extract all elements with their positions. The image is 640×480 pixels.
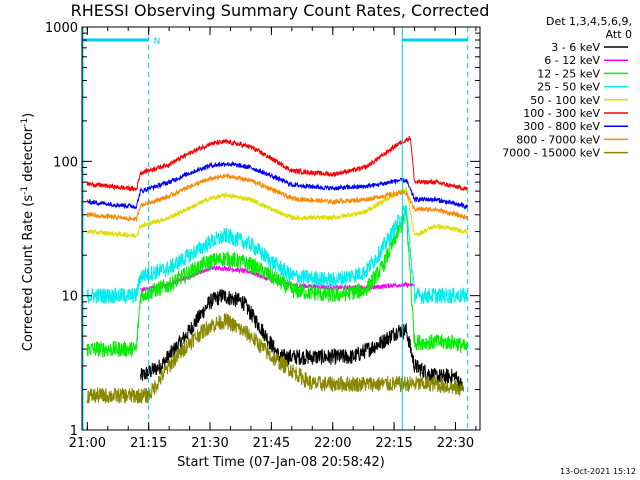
y-tick-label-2: 100 xyxy=(53,155,78,170)
chart-title: RHESSI Observing Summary Count Rates, Co… xyxy=(71,1,490,20)
x-tick-label-2: 21:30 xyxy=(191,436,228,451)
x-axis-label: Start Time (07-Jan-08 20:58:42) xyxy=(177,455,385,470)
plot-area: N 21:00 21:15 21:30 21:45 22:00 22:15 22:30 1 10 1… xyxy=(45,21,481,451)
x-tick-label-0: 21:00 xyxy=(69,436,106,451)
legend-header-line1: Det 1,3,4,5,6,9, xyxy=(546,15,632,28)
x-tick-label-6: 22:30 xyxy=(437,436,474,451)
plot-frame xyxy=(81,26,481,431)
y-axis-label-main: Corrected Count Rate (s xyxy=(21,195,36,352)
x-tick-label-3: 21:45 xyxy=(253,436,290,451)
legend-label-6: 300 - 800 keV xyxy=(523,120,600,133)
y-axis-label-sup2: -1 xyxy=(20,118,30,127)
y-axis-label-sup1: -1 xyxy=(20,186,30,195)
legend-label-5: 100 - 300 keV xyxy=(523,107,600,120)
y-axis-label-mid: detector xyxy=(21,126,36,186)
legend-label-3: 25 - 50 keV xyxy=(537,81,600,94)
series-line-8 xyxy=(86,313,465,404)
series-line-5 xyxy=(86,136,469,193)
series-line-3 xyxy=(86,204,469,305)
x-tick-label-4: 22:00 xyxy=(314,436,351,451)
series-line-4 xyxy=(86,186,468,239)
series-line-0 xyxy=(140,289,464,392)
footer-timestamp: 13-Oct-2021 15:12 xyxy=(560,467,636,476)
legend-label-0: 3 - 6 keV xyxy=(551,41,600,54)
y-axis-label-end: ) xyxy=(21,113,36,118)
series-line-6 xyxy=(86,160,469,210)
series-line-7 xyxy=(86,173,469,222)
legend-label-2: 12 - 25 keV xyxy=(537,67,600,80)
y-tick-label-1: 10 xyxy=(61,290,78,305)
legend-label-1: 6 - 12 keV xyxy=(544,54,600,67)
legend-label-8: 7000 - 15000 keV xyxy=(502,147,600,160)
band-label-n: N xyxy=(154,37,161,47)
legend-header-line2: Att 0 xyxy=(606,28,632,41)
x-tick-label-1: 21:15 xyxy=(130,436,167,451)
y-axis-label: Corrected Count Rate (s-1 detector-1) xyxy=(20,113,36,351)
y-tick-label-3: 1000 xyxy=(45,21,78,36)
series-line-2 xyxy=(86,209,469,358)
x-tick-label-5: 22:15 xyxy=(375,436,412,451)
legend-label-7: 800 - 7000 keV xyxy=(516,133,600,146)
legend-label-4: 50 - 100 keV xyxy=(530,94,600,107)
y-tick-label-0: 1 xyxy=(70,424,78,439)
